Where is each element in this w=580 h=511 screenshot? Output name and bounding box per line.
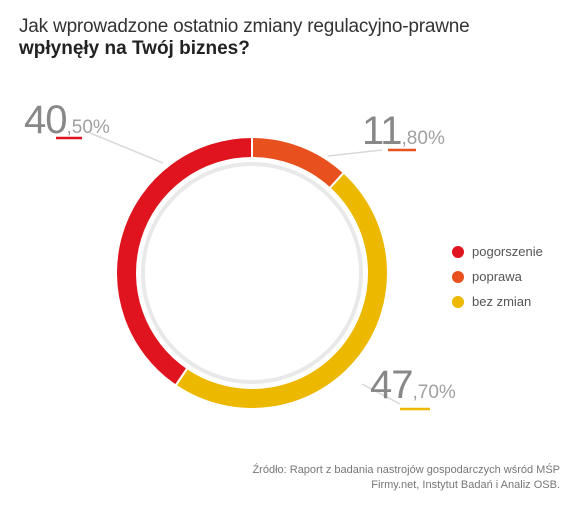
- legend-marker: [452, 245, 464, 258]
- leader-line-bez-zmian: [361, 383, 401, 405]
- data-label-poprawa: 11,80%: [362, 109, 445, 153]
- leader-line-poprawa: [327, 149, 383, 157]
- source-note: Źródło: Raport z badania nastrojów gospo…: [252, 463, 560, 493]
- source-line-2: Firmy.net, Instytut Badań i Analiz OSB.: [371, 479, 560, 491]
- donut-inner-ring: [141, 162, 363, 384]
- legend-label: poprawa: [472, 269, 522, 284]
- donut-slice-pogorszenie: [115, 135, 253, 387]
- donut-slice-poprawa: [251, 135, 346, 190]
- data-label-bez-zmian: 47,70%: [370, 363, 456, 407]
- leader-line-pogorszenie: [89, 132, 164, 164]
- title-line-1: Jak wprowadzone ostatnio zmiany regulacy…: [19, 16, 470, 37]
- legend-item-bez-zmian: bez zmian: [452, 289, 543, 314]
- legend: pogorszenie poprawa bez zmian: [452, 239, 543, 314]
- legend-item-poprawa: poprawa: [452, 264, 543, 289]
- chart-title: Jak wprowadzone ostatnio zmiany regulacy…: [19, 16, 559, 60]
- legend-item-pogorszenie: pogorszenie: [452, 239, 543, 264]
- legend-marker: [452, 295, 464, 308]
- legend-marker: [452, 270, 464, 283]
- legend-label: pogorszenie: [472, 244, 543, 259]
- legend-label: bez zmian: [472, 294, 532, 309]
- data-label-pogorszenie: 40,50%: [24, 98, 110, 142]
- source-line-1: Źródło: Raport z badania nastrojów gospo…: [252, 464, 560, 476]
- title-line-2: wpłynęły na Twój biznes?: [19, 38, 250, 59]
